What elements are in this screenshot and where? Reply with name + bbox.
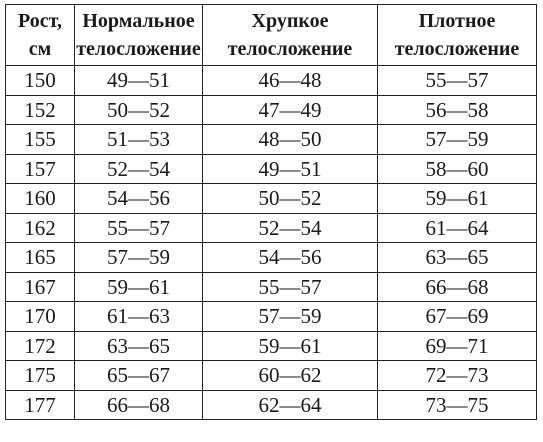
header-line: телосложение — [227, 38, 353, 60]
dense-weight-cell: 67—69 — [377, 301, 537, 332]
dense-weight-cell: 72—73 — [377, 360, 537, 391]
height-cell: 177 — [5, 389, 75, 420]
slender-weight-cell: 62—64 — [202, 389, 378, 420]
weight-height-table: Рост, см Нормальное телосложение Хрупкое тело… — [5, 4, 537, 420]
normal-weight-cell: 49—51 — [74, 65, 203, 96]
table-row: 155 51—53 48—50 57—59 — [5, 124, 537, 155]
table-row: 162 55—57 52—54 61—64 — [5, 212, 537, 243]
slender-weight-cell: 54—56 — [202, 242, 378, 273]
normal-weight-cell: 52—54 — [74, 153, 203, 184]
height-header: Рост, см — [5, 4, 75, 66]
table-row: 165 57—59 54—56 63—65 — [5, 242, 537, 273]
dense-weight-cell: 55—57 — [377, 65, 537, 96]
height-cell: 157 — [5, 153, 75, 184]
table-body: 150 49—51 46—48 55—57 152 50—52 47—49 56—58 155 5… — [5, 65, 537, 420]
height-cell: 167 — [5, 271, 75, 302]
table-row: 175 65—67 60—62 72—73 — [5, 360, 537, 391]
header-line: телосложение — [394, 38, 520, 60]
height-cell: 160 — [5, 183, 75, 214]
normal-weight-cell: 54—56 — [74, 183, 203, 214]
normal-weight-cell: 65—67 — [74, 360, 203, 391]
height-cell: 175 — [5, 360, 75, 391]
height-cell: 170 — [5, 301, 75, 332]
height-cell: 150 — [5, 65, 75, 96]
header-line: Нормальное — [82, 10, 195, 32]
header-row: Рост, см Нормальное телосложение Хрупкое тело… — [5, 4, 537, 66]
header-line: см — [28, 38, 52, 60]
dense-weight-cell: 56—58 — [377, 94, 537, 125]
normal-weight-cell: 50—52 — [74, 94, 203, 125]
dense-build-header: Плотное телосложение — [377, 4, 537, 66]
dense-weight-cell: 57—59 — [377, 124, 537, 155]
normal-weight-cell: 57—59 — [74, 242, 203, 273]
table-row: 170 61—63 57—59 67—69 — [5, 301, 537, 332]
header-line: Плотное — [418, 10, 496, 32]
slender-weight-cell: 57—59 — [202, 301, 378, 332]
dense-weight-cell: 69—71 — [377, 330, 537, 361]
dense-weight-cell: 73—75 — [377, 389, 537, 420]
slender-weight-cell: 60—62 — [202, 360, 378, 391]
header-line: Рост, — [18, 10, 62, 32]
height-cell: 152 — [5, 94, 75, 125]
slender-weight-cell: 49—51 — [202, 153, 378, 184]
height-cell: 165 — [5, 242, 75, 273]
slender-weight-cell: 59—61 — [202, 330, 378, 361]
dense-weight-cell: 63—65 — [377, 242, 537, 273]
height-cell: 155 — [5, 124, 75, 155]
table-container: Рост, см Нормальное телосложение Хрупкое тело… — [5, 4, 537, 420]
normal-weight-cell: 66—68 — [74, 389, 203, 420]
slender-weight-cell: 52—54 — [202, 212, 378, 243]
slender-weight-cell: 55—57 — [202, 271, 378, 302]
slender-weight-cell: 48—50 — [202, 124, 378, 155]
height-cell: 162 — [5, 212, 75, 243]
normal-build-header: Нормальное телосложение — [74, 4, 203, 66]
header-line: Хрупкое — [251, 10, 329, 32]
table-row: 150 49—51 46—48 55—57 — [5, 65, 537, 96]
normal-weight-cell: 61—63 — [74, 301, 203, 332]
table-row: 177 66—68 62—64 73—75 — [5, 389, 537, 420]
table-row: 157 52—54 49—51 58—60 — [5, 153, 537, 184]
header-line: телосложение — [76, 38, 201, 60]
height-cell: 172 — [5, 330, 75, 361]
table-row: 172 63—65 59—61 69—71 — [5, 330, 537, 361]
dense-weight-cell: 59—61 — [377, 183, 537, 214]
normal-weight-cell: 63—65 — [74, 330, 203, 361]
slender-weight-cell: 47—49 — [202, 94, 378, 125]
table-row: 160 54—56 50—52 59—61 — [5, 183, 537, 214]
normal-weight-cell: 59—61 — [74, 271, 203, 302]
slender-weight-cell: 46—48 — [202, 65, 378, 96]
normal-weight-cell: 55—57 — [74, 212, 203, 243]
dense-weight-cell: 61—64 — [377, 212, 537, 243]
slender-weight-cell: 50—52 — [202, 183, 378, 214]
slender-build-header: Хрупкое телосложение — [202, 4, 378, 66]
normal-weight-cell: 51—53 — [74, 124, 203, 155]
table-row: 167 59—61 55—57 66—68 — [5, 271, 537, 302]
table-row: 152 50—52 47—49 56—58 — [5, 94, 537, 125]
dense-weight-cell: 66—68 — [377, 271, 537, 302]
dense-weight-cell: 58—60 — [377, 153, 537, 184]
